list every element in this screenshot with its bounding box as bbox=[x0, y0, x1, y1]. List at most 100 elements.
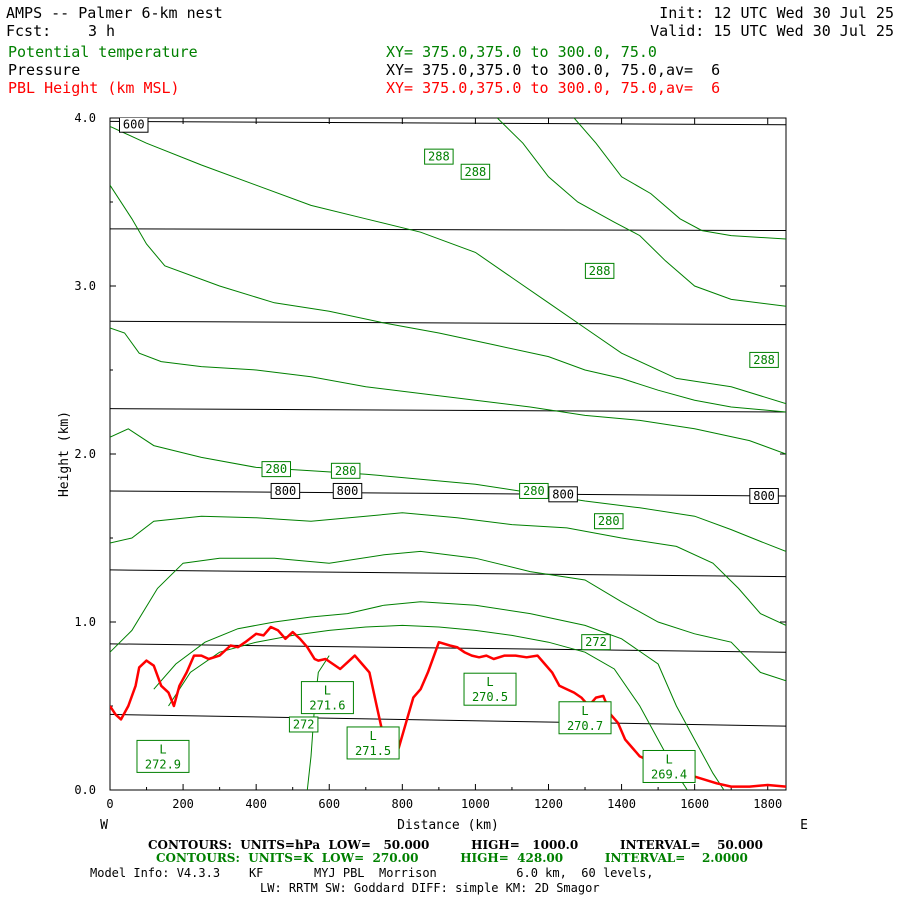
footer-model-info: Model Info: V4.3.3 KF MYJ PBL Morrison 6… bbox=[90, 866, 654, 880]
field-pbl-name: PBL Height (km MSL) bbox=[8, 79, 180, 97]
pressure-label-box bbox=[749, 488, 779, 504]
field-pressure-xy: XY= 375.0,375.0 to 300.0, 75.0,av= 6 bbox=[386, 61, 721, 79]
theta-label: 280 bbox=[335, 464, 357, 478]
y-tick-label: 1.0 bbox=[74, 615, 96, 629]
pressure-label: 800 bbox=[337, 484, 359, 498]
theta-label-box bbox=[330, 462, 361, 479]
theta-contour bbox=[110, 125, 786, 405]
theta-contour bbox=[110, 327, 786, 455]
theta-low-letter: L bbox=[665, 752, 672, 766]
theta-label: 280 bbox=[523, 484, 545, 498]
pressure-isobar bbox=[110, 569, 786, 578]
x-tick-label: 1400 bbox=[607, 797, 636, 811]
pressure-label: 600 bbox=[123, 118, 145, 132]
x-tick-label: 1000 bbox=[461, 797, 490, 811]
x-tick-label: 1800 bbox=[753, 797, 782, 811]
theta-contour bbox=[110, 512, 786, 626]
x-tick-label: 0 bbox=[106, 797, 113, 811]
pressure-isobar bbox=[110, 408, 786, 413]
pressure-label: 800 bbox=[753, 489, 775, 503]
theta-label: 272 bbox=[585, 635, 607, 649]
x-tick-label: 400 bbox=[245, 797, 267, 811]
theta-label: 288 bbox=[465, 165, 487, 179]
theta-label: 272 bbox=[293, 717, 315, 731]
y-axis-label: Height (km) bbox=[57, 411, 72, 497]
theta-low-letter: L bbox=[159, 742, 166, 756]
theta-low-letter: L bbox=[486, 675, 493, 689]
theta-label-box bbox=[749, 351, 779, 368]
x-axis-label: Distance (km) bbox=[397, 818, 499, 833]
theta-label-box bbox=[424, 148, 454, 165]
pressure-label: 800 bbox=[552, 487, 574, 501]
theta-low-letter: L bbox=[581, 704, 588, 718]
theta-contour bbox=[496, 118, 786, 307]
theta-contour bbox=[573, 118, 786, 240]
field-theta-xy: XY= 375.0,375.0 to 300.0, 75.0 bbox=[386, 43, 657, 61]
theta-contour bbox=[153, 601, 725, 790]
east-label: E bbox=[800, 818, 808, 833]
theta-low-value: 270.5 bbox=[472, 690, 508, 704]
theta-low-value: 271.5 bbox=[355, 744, 391, 758]
pressure-isobar bbox=[110, 228, 786, 232]
theta-label: 288 bbox=[753, 353, 775, 367]
x-tick-label: 200 bbox=[172, 797, 194, 811]
theta-label-box bbox=[594, 513, 624, 530]
theta-low-box bbox=[558, 701, 612, 735]
forecast-label: Fcst: bbox=[6, 22, 52, 40]
theta-low-letter: L bbox=[369, 729, 376, 743]
theta-low-value: 270.7 bbox=[567, 719, 603, 733]
pressure-isobar bbox=[110, 120, 786, 126]
west-label: W bbox=[100, 818, 108, 833]
field-pressure-name: Pressure bbox=[8, 61, 81, 79]
footer-pressure-contours: CONTOURS: UNITS=hPa LOW= 50.000 HIGH= 10… bbox=[148, 838, 764, 852]
theta-low-value: 271.6 bbox=[309, 699, 345, 713]
theta-low-box bbox=[136, 739, 190, 773]
theta-label-box bbox=[288, 716, 319, 733]
theta-low-value: 272.9 bbox=[145, 757, 181, 771]
theta-label-box bbox=[519, 482, 549, 499]
x-tick-label: 1200 bbox=[534, 797, 563, 811]
theta-label: 288 bbox=[428, 150, 450, 164]
theta-low-box bbox=[300, 681, 354, 715]
field-theta-name: Potential temperature bbox=[8, 43, 198, 61]
footer-model-info-2: LW: RRTM SW: Goddard DIFF: simple KM: 2D… bbox=[260, 881, 600, 895]
theta-contour bbox=[168, 624, 688, 790]
pbl-height-line bbox=[110, 625, 786, 788]
field-pbl-xy: XY= 375.0,375.0 to 300.0, 75.0,av= 6 bbox=[386, 79, 721, 97]
theta-label: 288 bbox=[589, 264, 611, 278]
forecast-value: 3 h bbox=[88, 22, 116, 40]
pressure-label: 800 bbox=[275, 484, 297, 498]
theta-low-value: 269.4 bbox=[651, 767, 687, 781]
pressure-isobar bbox=[110, 320, 786, 326]
theta-label: 280 bbox=[265, 462, 287, 476]
theta-low-letter: L bbox=[324, 684, 331, 698]
x-tick-label: 1600 bbox=[680, 797, 709, 811]
theta-label-box bbox=[584, 262, 615, 279]
theta-label-box bbox=[460, 163, 491, 180]
theta-low-box bbox=[463, 672, 517, 706]
footer-theta-contours: CONTOURS: UNITS=K LOW= 270.00 HIGH= 428.… bbox=[156, 851, 748, 865]
theta-label-box bbox=[261, 461, 292, 478]
init-time: Init: 12 UTC Wed 30 Jul 25 bbox=[659, 4, 894, 22]
theta-contour bbox=[110, 184, 786, 413]
theta-contour bbox=[110, 550, 786, 682]
pressure-isobar bbox=[110, 490, 786, 497]
theta-low-box bbox=[642, 749, 696, 783]
theta-contour bbox=[110, 428, 786, 552]
theta-low-box bbox=[346, 726, 400, 760]
pressure-isobar bbox=[110, 713, 786, 727]
theta-label-box bbox=[581, 634, 611, 651]
pressure-label-box bbox=[119, 118, 149, 133]
valid-time: Valid: 15 UTC Wed 30 Jul 25 bbox=[650, 22, 894, 40]
plot-frame bbox=[109, 117, 787, 791]
chart-title: AMPS -- Palmer 6-km nest bbox=[6, 4, 223, 22]
x-tick-label: 600 bbox=[318, 797, 340, 811]
y-tick-label: 2.0 bbox=[74, 447, 96, 461]
y-tick-label: 0.0 bbox=[74, 783, 96, 797]
y-tick-label: 4.0 bbox=[74, 111, 96, 125]
pressure-label-box bbox=[270, 482, 301, 499]
plot-contents: 600 800 800 800 800 288 288 288 288 280 280 280 280 2… bbox=[110, 118, 786, 790]
theta-label: 280 bbox=[598, 514, 620, 528]
pressure-label-box bbox=[332, 482, 363, 499]
